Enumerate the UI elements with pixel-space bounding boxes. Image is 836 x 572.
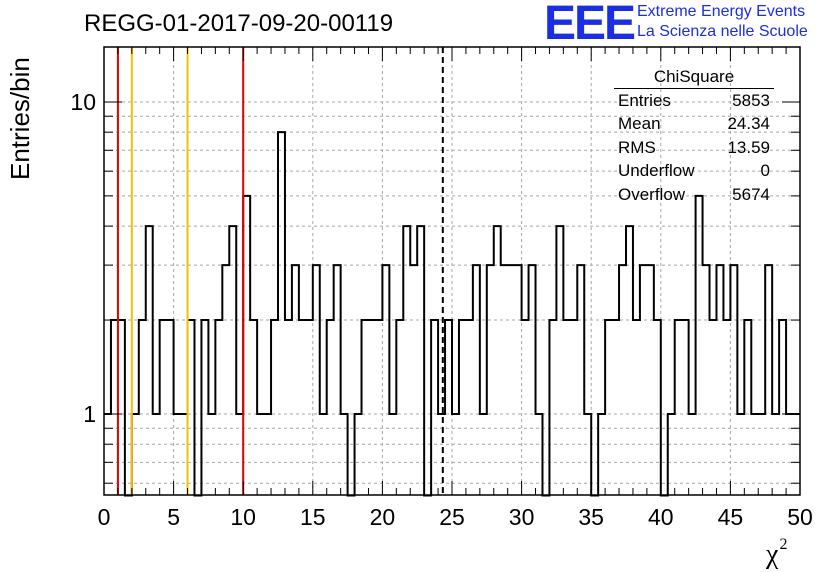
stats-value: 5674 [732,184,770,204]
logo-text-line2: La Scienza nelle Scuole [637,23,808,40]
x-axis-label-superscript: 2 [779,536,788,553]
x-tick-label: 35 [578,504,604,530]
stats-value: 5853 [732,91,770,110]
x-tick-label: 30 [509,504,535,530]
histogram-bins [104,131,800,497]
x-tick-label: 40 [648,504,674,530]
stats-key: Underflow [618,161,695,181]
x-axis-label: χ2 [766,536,787,571]
stats-row-underflow: Underflow 0 [614,159,774,182]
stats-key: Entries [618,91,671,110]
x-tick-label: 20 [370,504,396,530]
x-tick-label: 10 [230,504,256,530]
x-tick-label: 15 [300,504,326,530]
stats-title: ChiSquare [614,66,774,89]
logo-text-line1: Extreme Energy Events [637,3,806,20]
stats-key: Overflow [618,184,686,204]
stats-value: 0 [760,161,770,181]
stats-row-rms: RMS 13.59 [614,136,774,159]
x-tick-label: 25 [439,504,465,530]
stats-row-overflow: Overflow 5674 [614,183,774,206]
stats-value: 13.59 [727,137,770,157]
x-tick-label: 0 [98,504,111,530]
x-tick-label: 5 [167,504,180,530]
stats-row-mean: Mean 24.34 [614,112,774,135]
stats-row-entries: Entries 5853 [614,89,774,112]
x-tick-label: 50 [787,504,813,530]
y-tick-label: 10 [70,89,96,115]
stats-key: Mean [618,114,661,134]
y-tick-label: 1 [83,401,96,427]
stats-box: ChiSquare Entries 5853 Mean 24.34 RMS 13… [614,66,774,206]
x-tick-label: 45 [718,504,744,530]
eee-logo-mark: EEE [544,0,636,50]
y-axis-label: Entries/bin [5,57,35,180]
stats-key: RMS [618,137,656,157]
stats-value: 24.34 [727,114,770,134]
x-axis-label-base: χ [766,539,779,570]
run-title: REGG-01-2017-09-20-00119 [84,10,394,37]
